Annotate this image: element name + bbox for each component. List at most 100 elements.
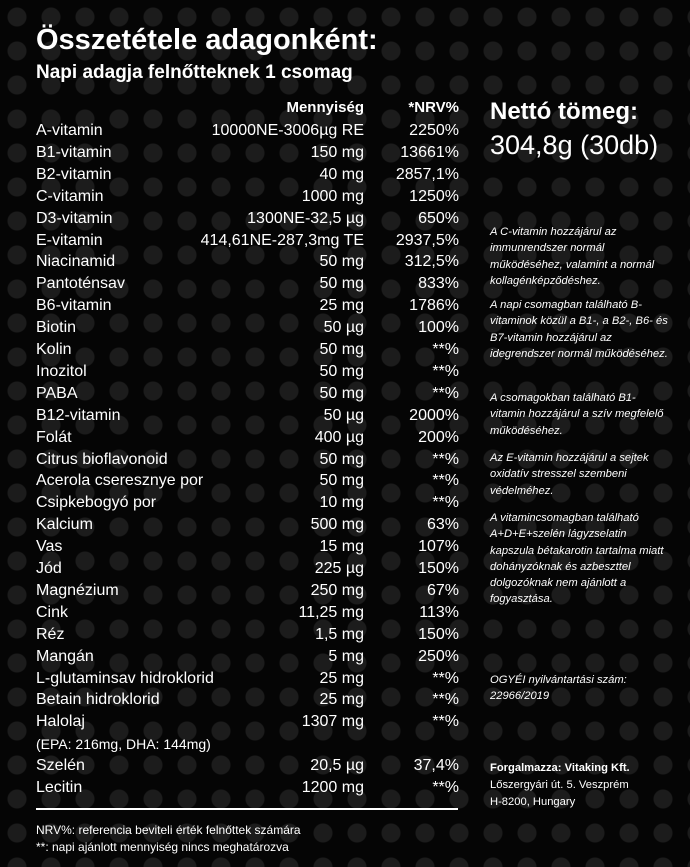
distributor-address: H-8200, Hungary bbox=[490, 796, 576, 808]
column-header: Mennyiség bbox=[286, 99, 364, 116]
amount: 25 mg bbox=[319, 297, 364, 315]
nutrient-name: Lecitin bbox=[36, 779, 83, 796]
health-claim: Az E-vitamin hozzájárul a sejtek oxidatí… bbox=[490, 452, 649, 497]
amount: 50 mg bbox=[319, 341, 364, 358]
row-note: (EPA: 216mg, DHA: 144mg) bbox=[36, 736, 211, 753]
amount: 10000NE-3006µg RE bbox=[211, 122, 364, 139]
nutrient-name: PABA bbox=[36, 384, 78, 402]
net-weight-value: 304,8g (30db) bbox=[490, 130, 659, 160]
nrv: **% bbox=[432, 669, 459, 687]
amount: 414,61NE-287,3mg TE bbox=[200, 231, 364, 249]
nutrient-name: C-vitamin bbox=[36, 187, 104, 205]
nrv: 2000% bbox=[409, 406, 459, 424]
health-claim: A csomagokban található B1-vitamin hozzá… bbox=[490, 392, 664, 437]
amount: 25 mg bbox=[319, 691, 364, 709]
amount: 20,5 µg bbox=[310, 757, 364, 775]
nutrient-name: Csipkebogyó por bbox=[36, 494, 157, 512]
amount: 50 mg bbox=[319, 384, 364, 402]
amount: 1000 mg bbox=[301, 187, 364, 205]
nutrient-name: B2-vitamin bbox=[36, 165, 112, 183]
health-claim: A vitamincsomagban található A+D+E+szelé… bbox=[490, 512, 664, 606]
column-header: *NRV% bbox=[408, 99, 459, 116]
health-claim: A napi csomagban található B-vitaminok k… bbox=[490, 299, 668, 360]
nrv: 63% bbox=[426, 516, 459, 534]
amount: 400 µg bbox=[314, 428, 364, 446]
amount: 50 mg bbox=[319, 253, 364, 271]
health-claim: A C-vitamin hozzájárul az immunrendszer … bbox=[490, 226, 655, 287]
amount: 1,5 mg bbox=[315, 625, 364, 643]
nrv: 13661% bbox=[400, 143, 459, 161]
nrv: **% bbox=[432, 341, 459, 358]
nrv: 113% bbox=[419, 603, 459, 621]
amount: 40 mg bbox=[319, 165, 364, 183]
amount: 50 µg bbox=[323, 406, 364, 424]
nrv: 107% bbox=[418, 538, 459, 556]
amount: 50 mg bbox=[319, 450, 364, 468]
nutrient-name: Magnézium bbox=[36, 581, 119, 599]
amount: 50 mg bbox=[319, 362, 364, 380]
nutrient-name: Jód bbox=[36, 560, 62, 577]
amount: 50 mg bbox=[319, 472, 364, 490]
amount: 225 µg bbox=[314, 560, 364, 577]
nutrient-name: Vas bbox=[36, 538, 63, 556]
nutrient-name: Halolaj bbox=[36, 713, 85, 731]
nutrient-name: Betain hidroklorid bbox=[36, 691, 160, 709]
nrv: **% bbox=[432, 362, 459, 380]
nrv: **% bbox=[432, 450, 459, 468]
amount: 25 mg bbox=[319, 669, 364, 687]
nutrient-name: Niacinamid bbox=[36, 253, 116, 271]
nutrient-name: B12-vitamin bbox=[36, 406, 121, 424]
footnote: **: napi ajánlott mennyiség nincs meghat… bbox=[36, 840, 289, 854]
nutrient-name: Acerola cseresznye por bbox=[36, 472, 204, 490]
nutrient-name: D3-vitamin bbox=[36, 209, 113, 227]
nutrient-name: B1-vitamin bbox=[36, 143, 112, 161]
nrv: **% bbox=[432, 384, 459, 402]
nrv: 1250% bbox=[409, 187, 459, 205]
amount: 50 mg bbox=[319, 275, 364, 293]
distributor-address: Lőszergyári út. 5. Veszprém bbox=[490, 779, 629, 791]
nutrient-name: Folát bbox=[36, 428, 72, 446]
amount: 1300NE-32,5 µg bbox=[247, 209, 364, 227]
registration: OGYÉI nyilvántartási szám: 22966/2019 bbox=[490, 674, 627, 703]
nrv: 1786% bbox=[409, 297, 459, 315]
nrv: 250% bbox=[418, 647, 459, 665]
net-weight-label: Nettó tömeg: bbox=[490, 98, 638, 125]
nrv: 2937,5% bbox=[395, 231, 459, 249]
nutrient-name: B6-vitamin bbox=[36, 297, 112, 315]
nutrient-name: E-vitamin bbox=[36, 231, 103, 249]
nrv: **% bbox=[432, 691, 459, 709]
nutrient-name: Biotin bbox=[36, 319, 77, 337]
nutrient-name: Kolin bbox=[36, 341, 72, 358]
nrv: **% bbox=[432, 713, 459, 731]
nrv: 100% bbox=[418, 319, 459, 337]
nrv: 150% bbox=[418, 560, 459, 577]
nrv: 150% bbox=[418, 625, 459, 643]
nutrient-name: A-vitamin bbox=[36, 122, 103, 139]
nutrient-name: Inozitol bbox=[36, 362, 87, 380]
nutrient-name: Szelén bbox=[36, 757, 85, 775]
amount: 11,25 mg bbox=[298, 603, 364, 621]
amount: 5 mg bbox=[328, 647, 364, 665]
title: Összetétele adagonként: bbox=[36, 24, 378, 56]
amount: 250 mg bbox=[310, 581, 364, 599]
subtitle: Napi adagja felnőtteknek 1 csomag bbox=[36, 62, 353, 83]
amount: 10 mg bbox=[319, 494, 364, 512]
amount: 50 µg bbox=[323, 319, 364, 337]
divider bbox=[36, 808, 458, 810]
amount: 1200 mg bbox=[301, 779, 364, 796]
nutrient-name: Réz bbox=[36, 625, 65, 643]
nutrient-name: Pantoténsav bbox=[36, 275, 125, 293]
nrv: 833% bbox=[418, 275, 459, 293]
amount: 1307 mg bbox=[301, 713, 364, 731]
nrv: **% bbox=[432, 472, 459, 490]
nutrient-name: Citrus bioflavonoid bbox=[36, 450, 168, 468]
nrv: 67% bbox=[426, 581, 459, 599]
nrv: 312,5% bbox=[404, 253, 459, 271]
nutrient-name: Mangán bbox=[36, 647, 94, 665]
nrv: 2250% bbox=[409, 122, 459, 139]
nrv: 37,4% bbox=[413, 757, 459, 775]
nrv: 2857,1% bbox=[395, 165, 459, 183]
nrv: **% bbox=[432, 779, 459, 796]
footnote: NRV%: referencia beviteli érték felnőtte… bbox=[36, 823, 301, 837]
amount: 500 mg bbox=[310, 516, 364, 534]
